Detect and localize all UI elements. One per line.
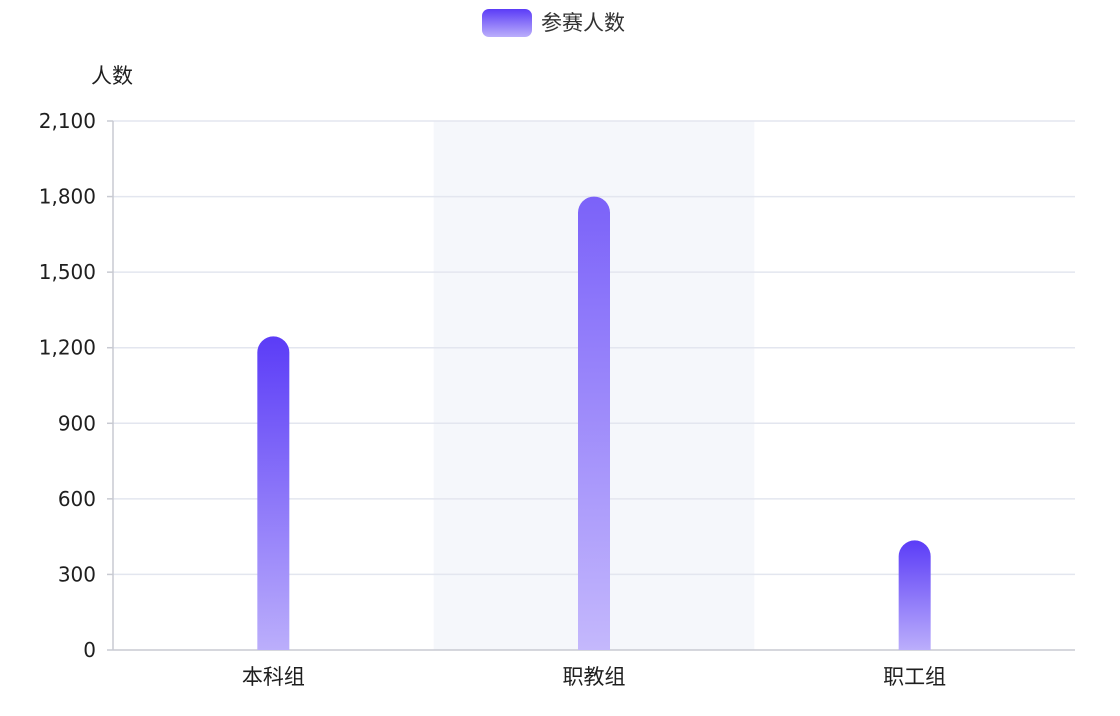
y-tick-label: 1,800 (39, 185, 96, 209)
x-tick-label: 本科组 (242, 665, 305, 689)
y-axis-title: 人数 (91, 64, 133, 88)
x-tick-label: 职工组 (883, 665, 946, 689)
y-tick-label: 900 (58, 411, 96, 435)
y-tick-label: 300 (58, 562, 96, 586)
y-tick-label: 600 (58, 487, 96, 511)
x-tick-labels: 本科组 职教组 职工组 (242, 665, 946, 689)
x-tick-label: 职教组 (563, 665, 626, 689)
legend-label[interactable]: 参赛人数 (541, 11, 625, 35)
y-tick-label: 1,500 (39, 260, 96, 284)
bars (257, 196, 931, 651)
legend-swatch[interactable] (482, 9, 532, 37)
legend[interactable]: 参赛人数 (482, 9, 625, 37)
bar[interactable] (898, 540, 931, 650)
bar[interactable] (578, 196, 610, 651)
y-tick-labels: 0 300 600 900 1,200 1,500 1,800 2,100 (39, 109, 96, 662)
y-tick-label: 1,200 (39, 336, 96, 360)
y-tick-label: 0 (83, 638, 96, 662)
bar[interactable] (257, 336, 290, 650)
y-tick-label: 2,100 (39, 109, 96, 133)
